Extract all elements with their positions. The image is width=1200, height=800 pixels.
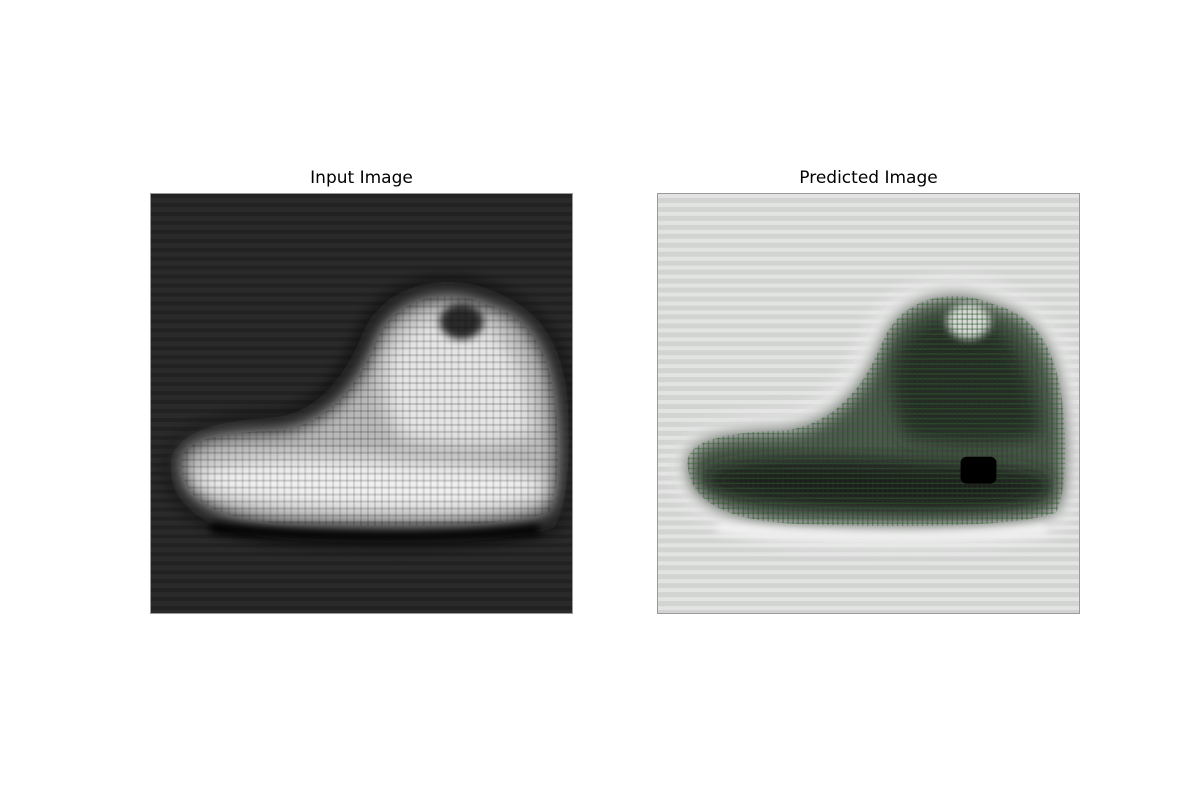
input-image-panel: Input Image <box>150 160 573 614</box>
predicted-image-panel: Predicted Image <box>657 160 1080 614</box>
input-image-title: Input Image <box>310 168 413 188</box>
predicted-image <box>657 193 1080 614</box>
predicted-image-title: Predicted Image <box>799 168 938 188</box>
input-image <box>150 193 573 614</box>
